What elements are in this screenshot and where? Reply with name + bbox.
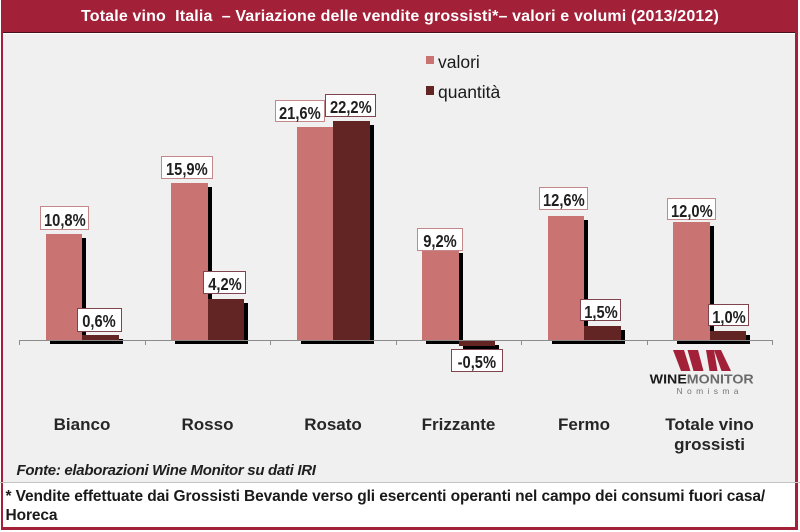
svg-text:Nomisma: Nomisma — [677, 386, 739, 396]
